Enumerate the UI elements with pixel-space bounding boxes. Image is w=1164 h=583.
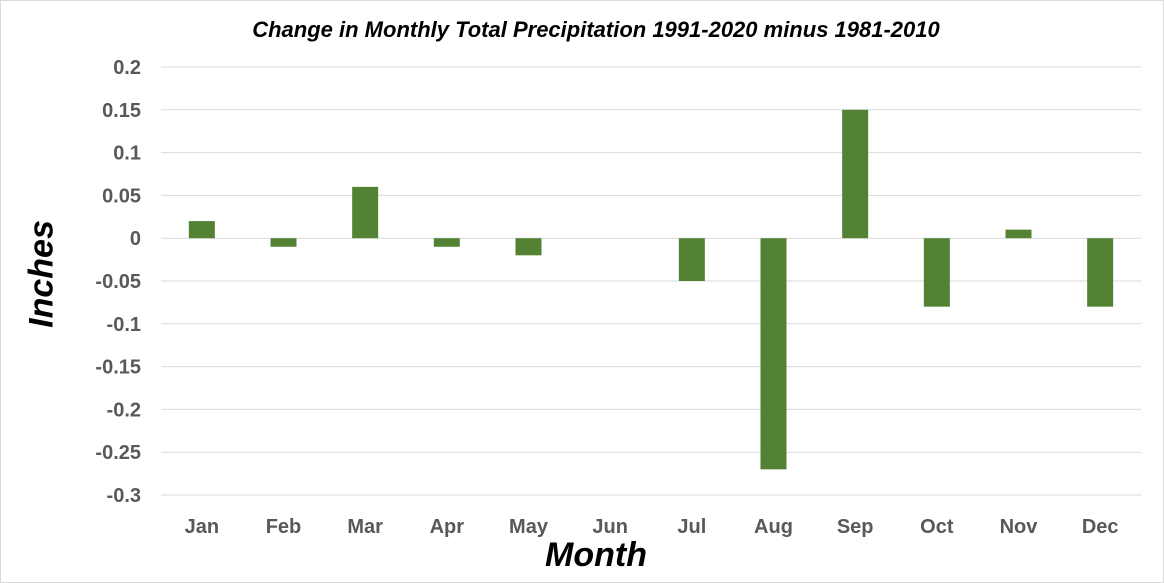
x-tick-label: Mar [347,516,383,538]
y-tick-label: -0.05 [95,271,141,293]
bar-feb [270,238,297,247]
x-tick-labels: Jan Feb Mar Apr May Jun Jul Aug Sep Oct Nov Dec [185,516,1119,538]
y-tick-label: -0.2 [107,399,141,421]
x-tick-label: Sep [837,516,874,538]
bar-dec [1087,238,1114,307]
x-tick-label: Apr [430,516,465,538]
bar-jan [188,221,215,239]
y-tick-label: 0.15 [102,100,141,122]
y-tick-label: 0 [130,228,141,250]
y-tick-label: -0.15 [95,357,141,379]
bar-oct [923,238,950,307]
bar-nov [1005,229,1032,239]
x-tick-label: Dec [1082,516,1119,538]
x-tick-label: Jul [677,516,706,538]
bar-apr [433,238,460,247]
y-tick-label: 0.1 [113,143,141,165]
bar-may [515,238,542,256]
y-tick-label: 0.2 [113,57,141,79]
y-tick-label: -0.1 [107,314,141,336]
x-tick-label: Jan [185,516,219,538]
bars [188,109,1114,470]
bar-sep [842,109,869,239]
y-tick-labels: 0.2 0.15 0.1 0.05 0 -0.05 -0.1 -0.15 -0.2 -0.25 -0… [95,57,141,507]
y-tick-label: -0.25 [95,442,141,464]
gridlines [161,66,1141,496]
y-tick-label: -0.3 [107,485,141,507]
x-tick-label: Nov [1000,516,1039,538]
x-tick-label: Oct [920,516,954,538]
x-axis-title: Month [545,536,647,574]
bar-jul [678,238,705,281]
x-tick-label: Feb [266,516,302,538]
x-tick-label: Aug [754,516,793,538]
chart-title: Change in Monthly Total Precipitation 19… [252,17,940,42]
x-tick-label: Jun [592,516,628,538]
y-tick-label: 0.05 [102,185,141,207]
bar-aug [760,238,787,470]
x-tick-label: May [509,516,549,538]
bar-mar [352,186,379,239]
